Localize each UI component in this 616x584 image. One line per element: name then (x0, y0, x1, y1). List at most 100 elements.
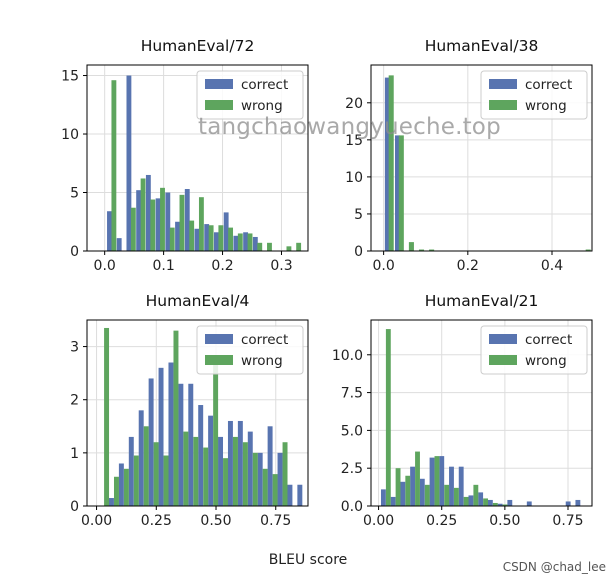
legend-swatch-wrong (205, 355, 233, 365)
bar-correct (158, 367, 164, 506)
y-tick-label: 2 (70, 393, 79, 409)
bar-wrong (272, 474, 278, 506)
bar-correct (108, 498, 114, 506)
y-tick-label: 5 (354, 207, 363, 223)
bar-wrong (415, 451, 420, 506)
x-tick-label: 0.25 (141, 513, 172, 529)
bar-wrong (585, 249, 591, 251)
bar-wrong (113, 476, 119, 506)
bar-correct (148, 378, 154, 506)
x-tick-label: 0.25 (426, 513, 457, 529)
bar-wrong (492, 502, 498, 506)
bar-wrong (169, 227, 175, 251)
bar-correct (178, 383, 184, 506)
bar-correct (565, 501, 571, 506)
x-tick-label: 0.00 (363, 513, 394, 529)
bar-wrong (286, 246, 292, 251)
legend-label-wrong: wrong (241, 353, 283, 369)
legend-swatch-correct (205, 79, 233, 89)
y-tick-label: 10 (345, 170, 363, 186)
bar-correct (297, 484, 303, 506)
bar-wrong (143, 426, 149, 506)
bar-correct (380, 489, 386, 506)
bar-correct (138, 410, 144, 506)
bar-correct (400, 481, 406, 506)
bar-correct (175, 221, 180, 251)
bar-wrong (388, 75, 394, 251)
plot-frame (86, 64, 309, 252)
bar-correct (214, 232, 219, 251)
bar-wrong (179, 194, 185, 251)
bar-wrong (111, 80, 117, 251)
bar-correct (390, 496, 396, 506)
bar-wrong (150, 199, 156, 251)
bar-wrong (453, 487, 459, 506)
bar-wrong (104, 327, 110, 506)
legend-label-wrong: wrong (525, 98, 567, 114)
bar-correct (478, 492, 484, 506)
bar-wrong (429, 249, 435, 251)
legend-label-correct: correct (525, 332, 572, 348)
bar-wrong (424, 484, 430, 506)
x-tick-label: 0.3 (270, 258, 292, 274)
bar-wrong (160, 187, 165, 251)
subplot-title: HumanEval/38 (425, 37, 539, 55)
y-tick-label: 1 (70, 446, 79, 462)
bar-wrong (502, 504, 508, 506)
legend-swatch-wrong (489, 100, 517, 110)
credit-text: CSDN @chad_lee (502, 560, 606, 574)
y-tick-label: 0 (70, 499, 79, 515)
bar-correct (575, 499, 581, 506)
x-tick-label: 0.2 (457, 258, 479, 274)
bar-wrong (208, 225, 214, 251)
bar-correct (116, 238, 122, 251)
bar-wrong (398, 135, 404, 251)
legend-label-correct: correct (525, 77, 572, 93)
y-tick-label: 10.0 (332, 348, 363, 364)
bar-wrong (473, 484, 479, 506)
subplot-1: 0.0 0.1 0.2 0.3 0 5 10 15 HumanEval/72 correct wro… (61, 37, 309, 274)
bar-correct (384, 77, 390, 251)
y-tick-label: 15 (345, 133, 363, 149)
bar-correct (247, 431, 253, 506)
bar-wrong (228, 227, 234, 251)
bar-correct (227, 420, 233, 506)
bar-wrong (296, 242, 302, 251)
legend-swatch-wrong (205, 100, 233, 110)
bar-wrong (267, 242, 272, 251)
subplot-2: 0.0 0.2 0.4 0 5 10 15 20 HumanEval/38 correct wron… (345, 37, 593, 274)
y-tick-label: 5.0 (341, 423, 363, 439)
legend-label-correct: correct (241, 332, 288, 348)
bar-wrong (193, 436, 199, 506)
legend-label-wrong: wrong (525, 353, 567, 369)
legend-swatch-correct (489, 79, 517, 89)
bar-correct (497, 503, 503, 506)
bar-correct (277, 452, 283, 506)
bar-correct (449, 466, 454, 506)
bar-correct (394, 135, 401, 251)
bar-correct (198, 405, 204, 506)
bar-wrong (232, 436, 238, 506)
bar-correct (118, 463, 124, 506)
bar-wrong (237, 233, 243, 251)
bar-wrong (218, 225, 224, 251)
subplot-4: 0.00 0.25 0.50 0.75 0.0 2.5 5.0 7.5 10.0 HumanEva… (332, 292, 593, 529)
bar-wrong (252, 452, 258, 506)
legend-swatch-correct (205, 334, 233, 344)
x-tick-label: 0.4 (541, 258, 563, 274)
bar-wrong (463, 496, 469, 506)
subplot-title: HumanEval/4 (146, 292, 250, 310)
y-tick-label: 0 (354, 244, 363, 260)
bar-wrong (133, 455, 139, 506)
legend-label-correct: correct (241, 77, 288, 93)
bar-wrong (385, 329, 391, 506)
bar-correct (237, 420, 243, 506)
y-tick-label: 20 (345, 96, 363, 112)
bar-correct (194, 228, 200, 251)
bar-correct (410, 466, 416, 506)
x-tick-label: 0.75 (260, 513, 291, 529)
x-tick-label: 0.2 (211, 258, 233, 274)
watermark-text: tangchaowangyueche.top (198, 114, 501, 140)
bar-correct (487, 499, 493, 506)
bar-correct (439, 456, 445, 506)
